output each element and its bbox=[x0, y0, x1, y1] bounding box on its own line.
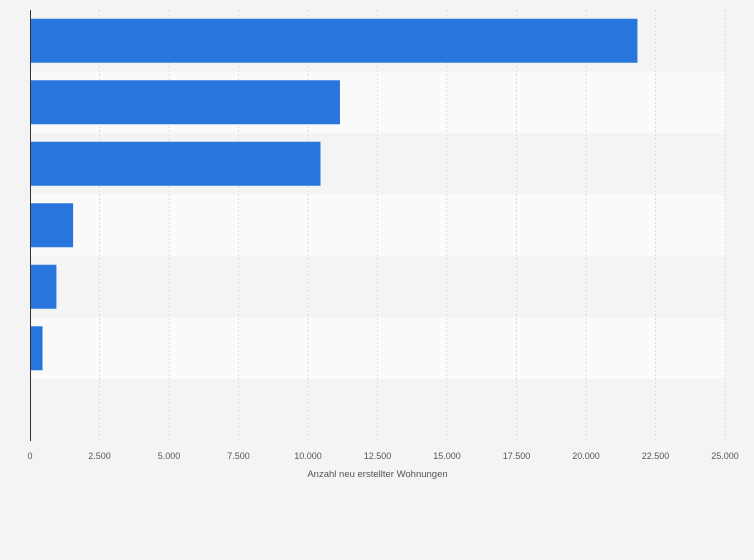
bar[interactable] bbox=[30, 80, 340, 125]
x-tick-label: 20.000 bbox=[572, 451, 600, 461]
bar[interactable] bbox=[30, 18, 638, 63]
bars bbox=[30, 18, 638, 371]
x-tick-label: 10.000 bbox=[294, 451, 322, 461]
x-tick-label: 12.500 bbox=[364, 451, 392, 461]
x-tick-label: 17.500 bbox=[503, 451, 531, 461]
bar[interactable] bbox=[30, 264, 57, 309]
x-tick-label: 2.500 bbox=[88, 451, 111, 461]
x-tick-label: 0 bbox=[27, 451, 32, 461]
x-tick-label: 15.000 bbox=[433, 451, 461, 461]
x-tick-label: 25.000 bbox=[711, 451, 739, 461]
x-tick-label: 7.500 bbox=[227, 451, 250, 461]
bar[interactable] bbox=[30, 203, 74, 248]
x-axis-title: Anzahl neu erstellter Wohnungen bbox=[307, 469, 447, 480]
row-band bbox=[30, 194, 725, 256]
bar[interactable] bbox=[30, 326, 43, 371]
x-tick-label: 22.500 bbox=[642, 451, 670, 461]
x-tick-labels: 0 2.500 5.000 7.500 10.000 12.500 15.000 17.500… bbox=[27, 451, 738, 461]
x-tick-label: 5.000 bbox=[158, 451, 181, 461]
bar[interactable] bbox=[30, 141, 321, 186]
